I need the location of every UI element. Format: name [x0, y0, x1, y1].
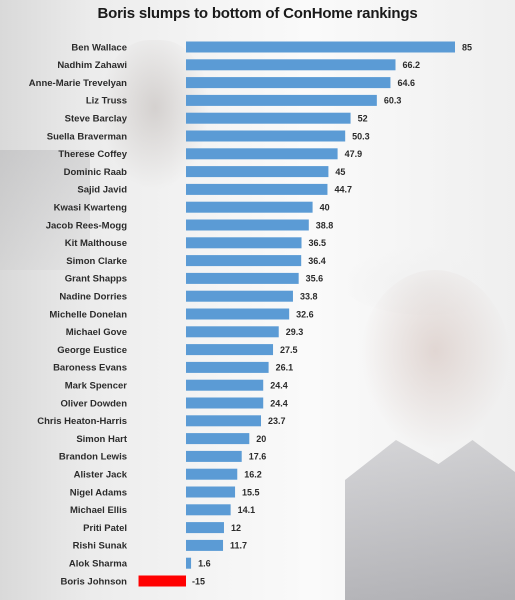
bar: [186, 290, 293, 302]
value-label: 11.7: [230, 541, 247, 551]
value-label: 14.1: [238, 505, 256, 515]
category-label: Sajid Javid: [77, 185, 127, 196]
bar: [186, 415, 262, 427]
value-label: 60.3: [384, 96, 402, 106]
value-label: 23.7: [268, 416, 286, 426]
category-label: Mark Spencer: [65, 381, 128, 392]
category-label: Boris Johnson: [60, 576, 127, 587]
bar: [186, 59, 396, 71]
chart-title: Boris slumps to bottom of ConHome rankin…: [97, 5, 418, 22]
category-label: Anne-Marie Trevelyan: [29, 78, 127, 89]
bar: [186, 468, 238, 480]
category-label: Kit Malthouse: [65, 238, 127, 249]
bar: [186, 41, 455, 53]
value-label: 36.5: [309, 238, 327, 248]
value-label: 52: [358, 114, 368, 124]
bar: [138, 575, 186, 587]
category-label: Michael Gove: [66, 327, 127, 338]
value-label: 36.4: [308, 256, 326, 266]
value-label: 32.6: [296, 309, 314, 319]
category-label: Nadhim Zahawi: [57, 60, 127, 71]
value-label: 12: [231, 523, 241, 533]
value-label: 64.6: [397, 78, 415, 88]
bar: [186, 557, 192, 569]
category-label: Ben Wallace: [71, 42, 127, 53]
bar: [186, 272, 299, 284]
value-label: 50.3: [352, 131, 370, 141]
bar: [186, 237, 302, 249]
value-label: 29.3: [286, 327, 304, 337]
bar: [186, 77, 391, 89]
category-label: George Eustice: [57, 345, 127, 356]
bar: [186, 397, 264, 409]
value-label: 24.4: [270, 381, 288, 391]
category-label: Oliver Dowden: [60, 398, 127, 409]
bar: [186, 183, 328, 195]
category-label: Grant Shapps: [65, 274, 127, 285]
value-label: 33.8: [300, 292, 318, 302]
category-label: Jacob Rees-Mogg: [46, 220, 127, 231]
category-label: Simon Clarke: [66, 256, 127, 267]
bar: [186, 112, 351, 124]
bar: [186, 504, 231, 516]
bar: [186, 94, 377, 106]
value-label: -15: [192, 576, 205, 586]
bar: [186, 308, 290, 320]
category-label: Nadine Dorries: [59, 292, 127, 303]
category-label: Rishi Sunak: [73, 541, 128, 552]
category-label: Suella Braverman: [47, 131, 127, 142]
category-label: Liz Truss: [86, 96, 127, 107]
bar: [186, 130, 346, 142]
category-label: Simon Hart: [76, 434, 128, 445]
bar: [186, 379, 264, 391]
category-label: Therese Coffey: [58, 149, 127, 160]
value-label: 27.5: [280, 345, 298, 355]
value-label: 47.9: [345, 149, 363, 159]
value-label: 35.6: [306, 274, 324, 284]
category-label: Kwasi Kwarteng: [54, 203, 128, 214]
category-label: Chris Heaton-Harris: [37, 416, 127, 427]
value-label: 24.4: [270, 398, 288, 408]
category-label: Steve Barclay: [65, 114, 128, 125]
bar: [186, 522, 224, 534]
bar: [186, 219, 309, 231]
value-label: 20: [256, 434, 266, 444]
value-label: 1.6: [198, 559, 211, 569]
bar: [186, 201, 313, 213]
bar: [186, 255, 302, 267]
category-label: Michelle Donelan: [49, 309, 127, 320]
bar: [186, 344, 274, 356]
category-label: Brandon Lewis: [59, 452, 127, 463]
value-label: 17.6: [249, 452, 267, 462]
category-label: Nigel Adams: [70, 487, 127, 498]
bar: [186, 450, 242, 462]
category-label: Priti Patel: [83, 523, 127, 534]
category-label: Baroness Evans: [53, 363, 127, 374]
value-label: 44.7: [334, 185, 352, 195]
bar: [186, 148, 338, 160]
category-label: Dominic Raab: [64, 167, 128, 178]
category-label: Alister Jack: [74, 470, 128, 481]
value-label: 26.1: [276, 363, 294, 373]
value-label: 16.2: [244, 470, 262, 480]
value-label: 15.5: [242, 487, 260, 497]
value-label: 38.8: [316, 220, 334, 230]
value-label: 45: [335, 167, 345, 177]
bar: [186, 166, 329, 178]
value-label: 66.2: [403, 60, 421, 70]
bar: [186, 433, 250, 445]
category-label: Michael Ellis: [70, 505, 127, 516]
category-label: Alok Sharma: [69, 559, 128, 570]
value-label: 40: [320, 203, 330, 213]
bar: [186, 326, 279, 338]
bar: [186, 539, 224, 551]
value-label: 85: [462, 42, 472, 52]
bar: [186, 486, 236, 498]
bar: [186, 361, 269, 373]
